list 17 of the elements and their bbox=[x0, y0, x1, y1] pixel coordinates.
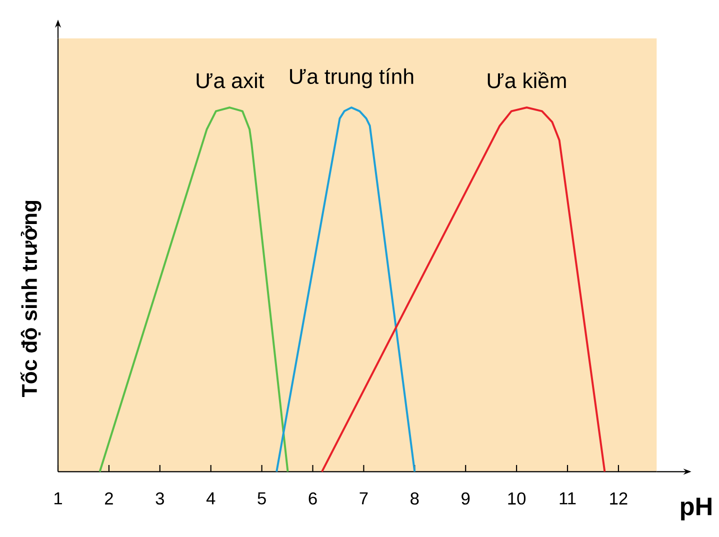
x-tick-label: 2 bbox=[105, 492, 113, 504]
x-tick-label: 4 bbox=[206, 492, 216, 504]
x-tick-label: 9 bbox=[462, 492, 470, 505]
x-tick-label: 7 bbox=[360, 492, 368, 504]
x-tick-label: 8 bbox=[410, 492, 419, 505]
series-label: Ưa trung tính bbox=[290, 68, 414, 88]
x-tick-label: 6 bbox=[308, 492, 317, 505]
x-tick-label: 3 bbox=[156, 492, 164, 505]
x-tick-label: 5 bbox=[258, 492, 266, 504]
series-label: Ưa axit bbox=[196, 72, 264, 88]
x-tick-label: 1 bbox=[54, 492, 62, 504]
x-tick-label: 12 bbox=[610, 492, 628, 504]
series-label: Ưa kiềm bbox=[488, 72, 566, 88]
y-axis-title: Tốc độ sinh trưởng bbox=[20, 200, 42, 397]
x-tick-label: 11 bbox=[560, 492, 576, 504]
x-tick-label: 10 bbox=[508, 492, 526, 505]
x-axis-title: pH bbox=[681, 498, 712, 520]
